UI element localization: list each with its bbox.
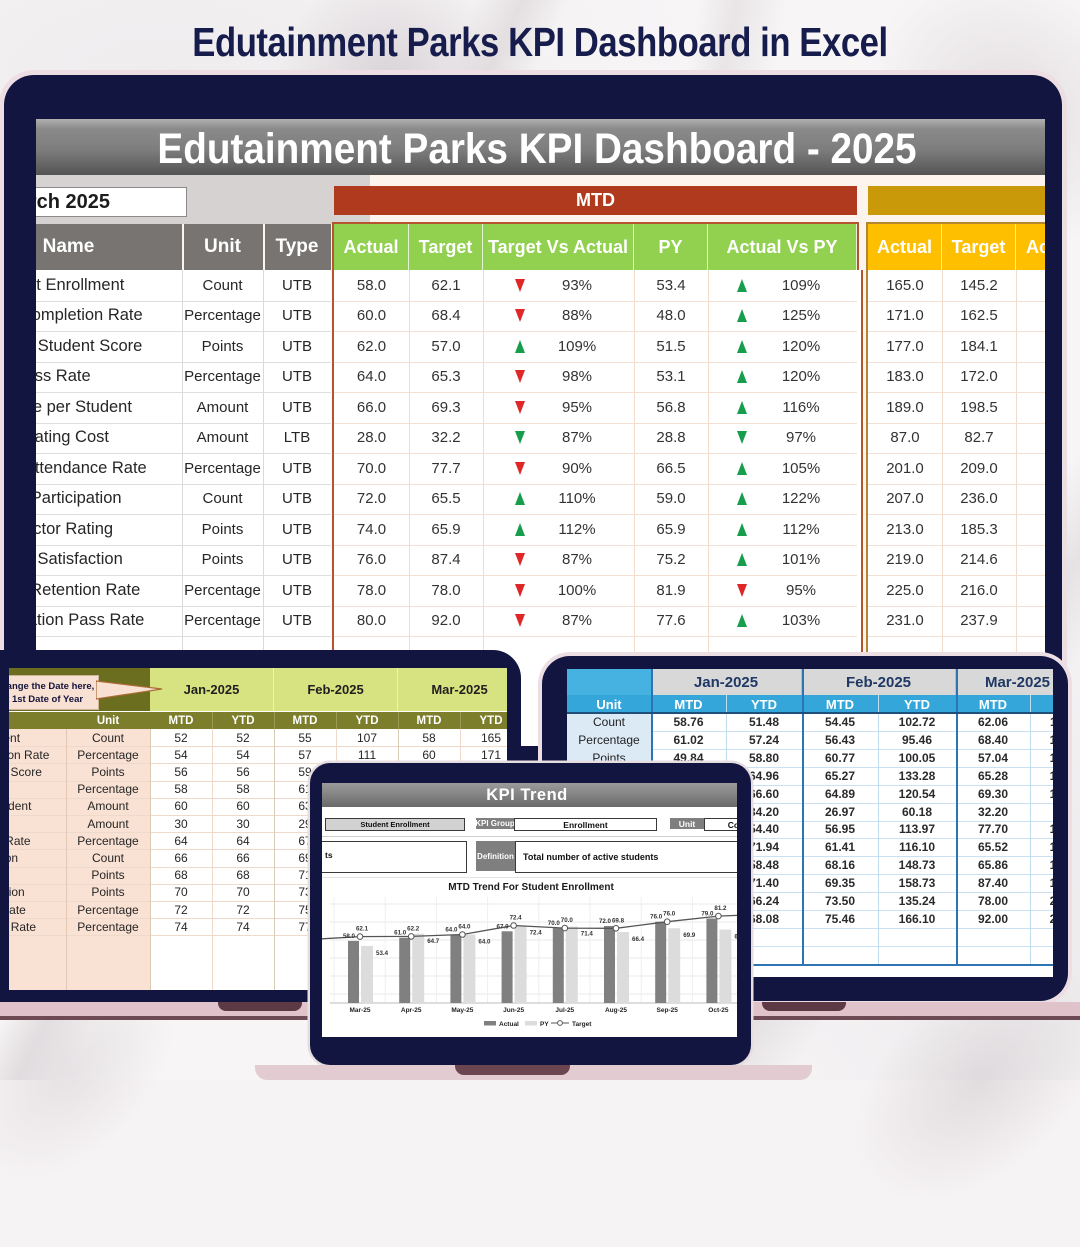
svg-text:67.0: 67.0 xyxy=(497,923,510,930)
svg-text:64.0: 64.0 xyxy=(445,927,458,934)
svg-text:64.0: 64.0 xyxy=(478,939,491,946)
svg-text:62.2: 62.2 xyxy=(407,925,420,932)
svg-text:79.0: 79.0 xyxy=(701,911,714,918)
svg-text:Target: Target xyxy=(572,1021,592,1028)
svg-text:64.0: 64.0 xyxy=(458,924,471,931)
svg-text:PY: PY xyxy=(540,1021,549,1028)
svg-text:62.1: 62.1 xyxy=(356,926,369,933)
svg-text:70.0: 70.0 xyxy=(548,920,561,927)
svg-text:61.0: 61.0 xyxy=(394,930,407,937)
svg-text:64.7: 64.7 xyxy=(427,938,440,945)
svg-text:71.4: 71.4 xyxy=(581,931,594,938)
svg-text:81.2: 81.2 xyxy=(714,905,727,912)
svg-text:76.0: 76.0 xyxy=(663,911,676,918)
svg-text:Jul-25: Jul-25 xyxy=(555,1007,574,1014)
svg-text:Oct-25: Oct-25 xyxy=(708,1007,729,1014)
svg-text:Jun-25: Jun-25 xyxy=(503,1007,524,1014)
svg-text:72.0: 72.0 xyxy=(599,918,612,925)
svg-text:72.4: 72.4 xyxy=(510,915,523,922)
svg-text:68.7: 68.7 xyxy=(734,934,737,941)
svg-text:70.0: 70.0 xyxy=(561,917,574,924)
svg-text:72.4: 72.4 xyxy=(530,930,543,937)
svg-text:Sep-25: Sep-25 xyxy=(657,1007,679,1014)
svg-text:Actual: Actual xyxy=(499,1021,519,1028)
svg-text:Mar-25: Mar-25 xyxy=(350,1007,371,1014)
svg-text:58.0: 58.0 xyxy=(343,933,356,940)
svg-text:76.0: 76.0 xyxy=(650,914,663,921)
svg-text:May-25: May-25 xyxy=(451,1007,473,1014)
svg-text:66.4: 66.4 xyxy=(632,936,645,943)
svg-text:53.4: 53.4 xyxy=(376,950,389,957)
svg-text:69.8: 69.8 xyxy=(612,917,625,924)
svg-text:Aug-25: Aug-25 xyxy=(605,1007,627,1014)
svg-text:69.9: 69.9 xyxy=(683,932,696,939)
svg-text:Apr-25: Apr-25 xyxy=(401,1007,422,1014)
